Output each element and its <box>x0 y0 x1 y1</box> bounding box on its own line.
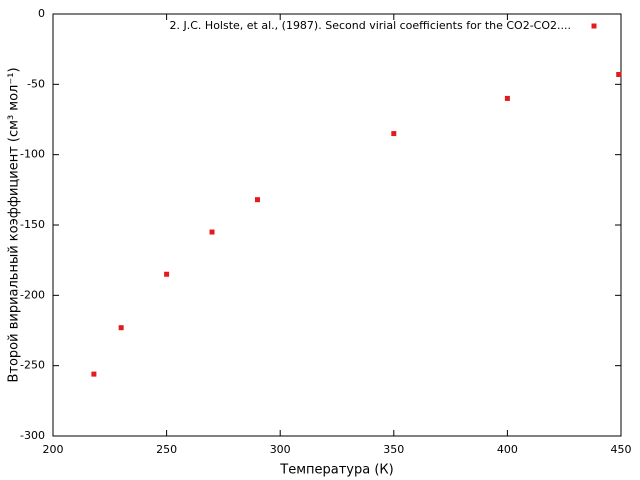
point <box>91 371 97 377</box>
y-tick-label: -100 <box>20 148 45 161</box>
plot-frame <box>52 13 622 437</box>
x-tick-label: 250 <box>156 443 177 456</box>
point <box>391 131 397 137</box>
x-tick-label: 300 <box>270 443 291 456</box>
point <box>504 95 510 101</box>
x-tick-label: 200 <box>43 443 64 456</box>
legend-label: 2. J.C. Holste, et al., (1987). Second v… <box>170 19 571 32</box>
y-axis-label: Второй вириальный коэффициент (см³ мол⁻¹… <box>7 67 22 382</box>
y-tick-label: -50 <box>27 77 45 90</box>
point <box>616 71 622 77</box>
y-tick-label: -200 <box>20 288 45 301</box>
y-tick-label: -250 <box>20 359 45 372</box>
point <box>164 271 170 277</box>
x-tick-label: 350 <box>383 443 404 456</box>
x-tick-label: 400 <box>497 443 518 456</box>
x-tick-label: 450 <box>611 443 632 456</box>
point <box>254 197 260 203</box>
x-axis-label: Температура (К) <box>279 463 393 478</box>
y-tick-label: -150 <box>20 218 45 231</box>
point <box>118 325 124 331</box>
y-tick-label: -300 <box>20 429 45 442</box>
point <box>209 229 215 235</box>
y-tick-label: 0 <box>38 7 45 20</box>
legend-marker <box>591 23 597 29</box>
